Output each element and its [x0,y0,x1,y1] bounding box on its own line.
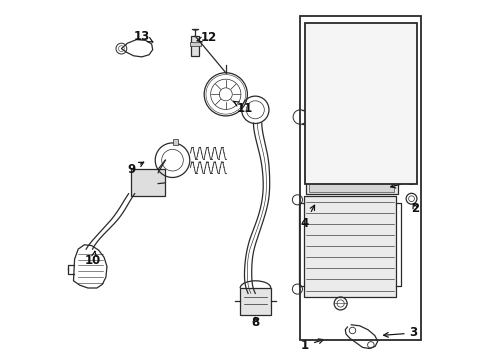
Text: 2: 2 [410,202,419,215]
Text: 12: 12 [197,31,216,44]
Text: 3: 3 [383,327,417,339]
Bar [309,74,402,153]
Bar [189,42,200,46]
Text: 7: 7 [356,148,376,161]
Bar [338,31,348,58]
Bar [240,288,270,315]
Text: 6: 6 [390,175,413,188]
Text: 13: 13 [134,30,153,42]
Text: 8: 8 [251,316,259,329]
Bar [131,169,165,196]
Text: 10: 10 [85,251,101,267]
Bar [303,196,395,297]
Bar [191,36,199,56]
Text: 11: 11 [233,101,252,114]
Text: 4: 4 [300,205,314,230]
Bar [300,16,420,340]
Bar [309,178,393,192]
Text: 1: 1 [300,339,323,352]
Bar [305,23,416,184]
Text: 5: 5 [360,37,392,50]
Text: 9: 9 [127,162,143,176]
Bar [305,176,397,194]
Bar [173,139,177,145]
